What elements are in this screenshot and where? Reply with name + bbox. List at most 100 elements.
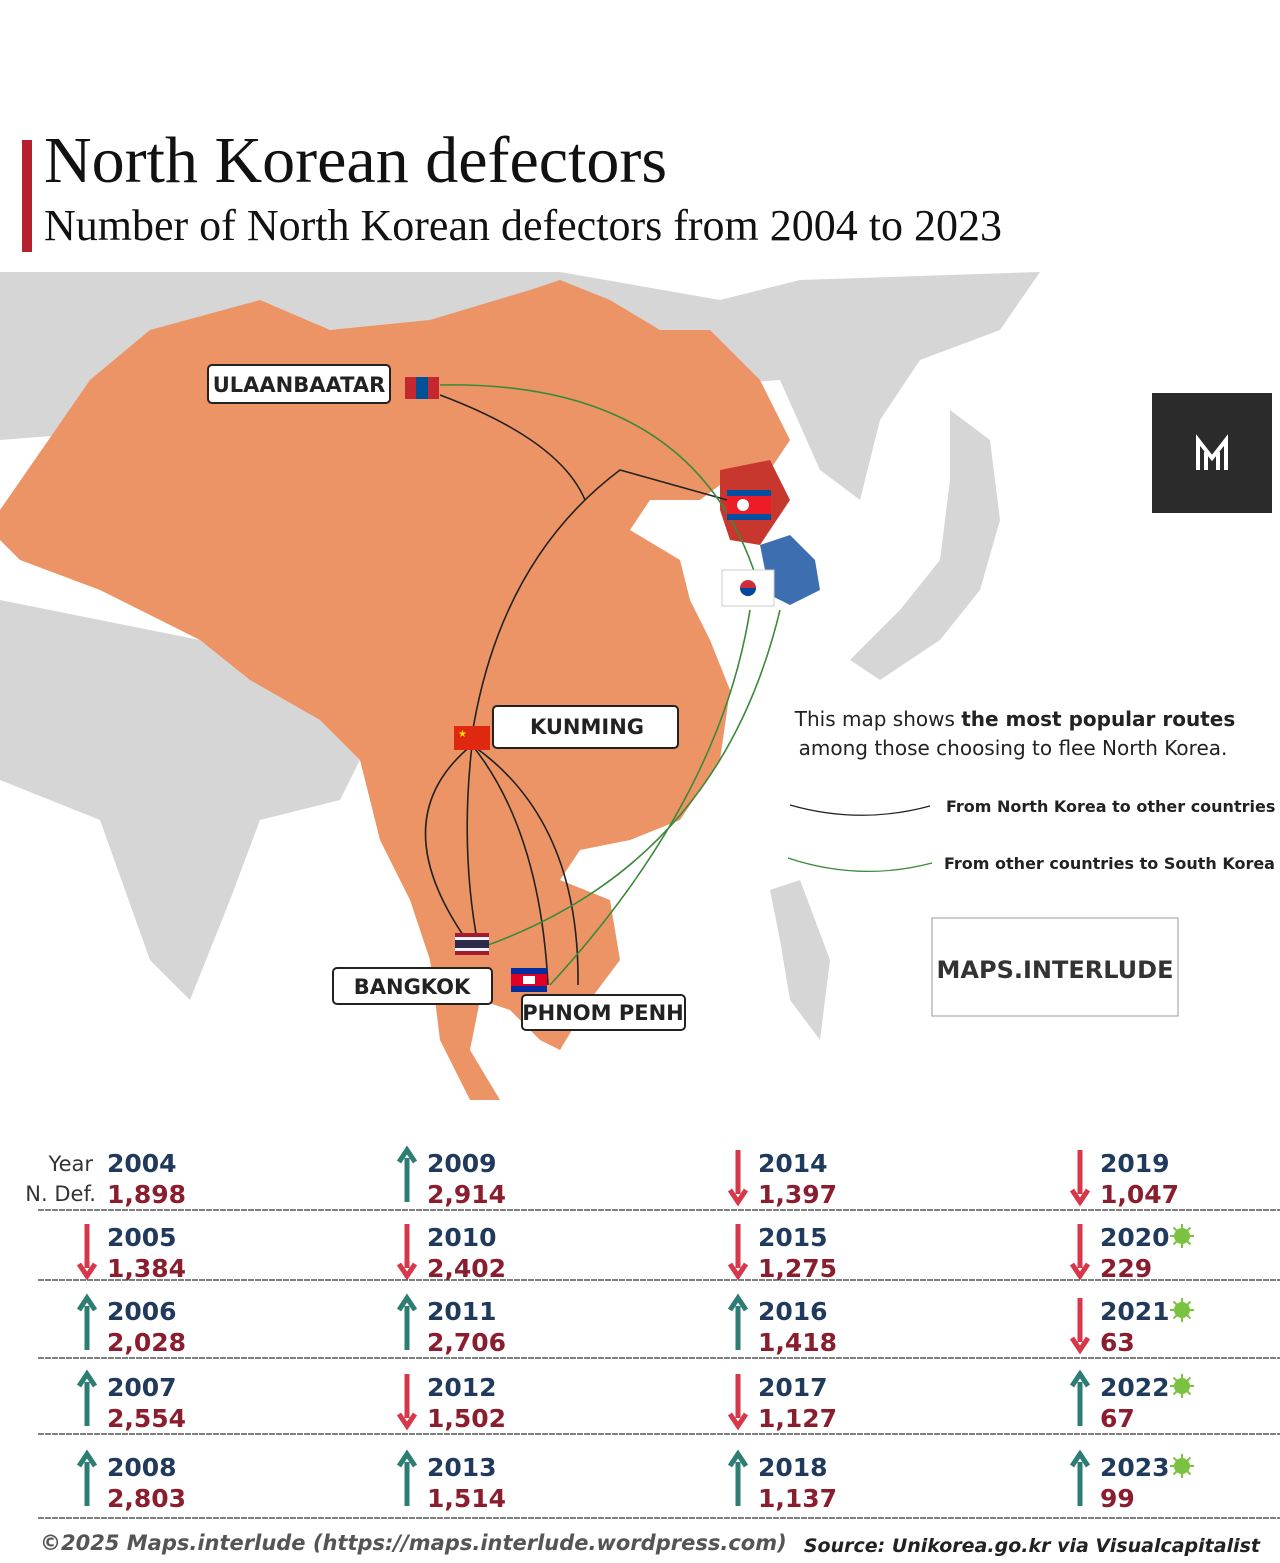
defectors: 1,137 bbox=[758, 1484, 837, 1513]
arrow-down bbox=[396, 1224, 418, 1281]
arrow-up bbox=[396, 1293, 418, 1350]
virus-body bbox=[1174, 1228, 1190, 1244]
south-korea bbox=[760, 535, 820, 605]
year: 2015 bbox=[758, 1223, 828, 1252]
year: 2019 bbox=[1100, 1149, 1170, 1178]
virus-icon bbox=[1170, 1374, 1194, 1398]
year: 2009 bbox=[427, 1149, 497, 1178]
value-header: N. Def. bbox=[25, 1182, 96, 1206]
city-labels: ULAANBAATAR KUNMING BANGKOK PHNOM PENH bbox=[207, 364, 686, 1031]
note-bold: the most popular routes bbox=[961, 707, 1235, 731]
map: ★ ULAANBAATAR KUNMING BANGKOK PHNOM PENH… bbox=[0, 272, 1280, 1106]
defectors: 1,384 bbox=[107, 1254, 186, 1283]
route bbox=[466, 744, 479, 946]
logo-mark bbox=[1196, 434, 1228, 470]
copyright: ©2025 Maps.interlude (https://maps.inter… bbox=[40, 1531, 787, 1555]
defectors: 2,914 bbox=[427, 1180, 506, 1209]
defectors: 1,898 bbox=[107, 1180, 186, 1209]
arrow-down bbox=[727, 1150, 749, 1207]
route bbox=[424, 744, 473, 946]
arrow-down bbox=[76, 1224, 98, 1281]
year: 2010 bbox=[427, 1223, 497, 1252]
route bbox=[487, 609, 781, 946]
map-note: among those choosing to flee North Korea… bbox=[799, 736, 1228, 760]
legend-label: From other countries to South Korea bbox=[944, 854, 1275, 873]
map-note: This map shows the most popular routes bbox=[794, 707, 1235, 731]
virus-icon bbox=[1170, 1454, 1194, 1478]
virus-body bbox=[1174, 1378, 1190, 1394]
label-box bbox=[521, 994, 686, 1031]
defectors: 67 bbox=[1100, 1404, 1135, 1433]
arrow-up bbox=[727, 1293, 749, 1350]
route bbox=[439, 394, 586, 501]
logo bbox=[1152, 393, 1272, 513]
city-label: ULAANBAATAR bbox=[213, 373, 386, 397]
japan bbox=[850, 410, 1000, 680]
virus-body bbox=[1174, 1458, 1190, 1474]
year: 2017 bbox=[758, 1373, 828, 1402]
arrow-down bbox=[727, 1224, 749, 1281]
arrow-down bbox=[396, 1374, 418, 1431]
year-header: Year bbox=[48, 1152, 94, 1176]
arrow-up bbox=[76, 1449, 98, 1506]
defectors: 2,803 bbox=[107, 1484, 186, 1513]
defectors: 1,047 bbox=[1100, 1180, 1179, 1209]
route bbox=[549, 609, 751, 986]
legend-label: From North Korea to other countries bbox=[946, 797, 1275, 816]
label-box bbox=[332, 967, 493, 1005]
defectors: 2,706 bbox=[427, 1328, 506, 1357]
year: 2011 bbox=[427, 1297, 497, 1326]
year: 2005 bbox=[107, 1223, 177, 1252]
year: 2014 bbox=[758, 1149, 828, 1178]
virus-icon bbox=[1170, 1298, 1194, 1322]
arrow-up bbox=[76, 1293, 98, 1350]
flag-china bbox=[454, 726, 490, 750]
arrow-up bbox=[727, 1449, 749, 1506]
city-label: KUNMING bbox=[530, 715, 644, 739]
year: 2006 bbox=[107, 1297, 177, 1326]
source: Source: Unikorea.go.kr via Visualcapital… bbox=[804, 1535, 1261, 1557]
china-region bbox=[0, 280, 790, 1100]
arrow-up bbox=[396, 1145, 418, 1202]
arrow-up bbox=[76, 1369, 98, 1426]
philippines bbox=[770, 880, 830, 1040]
year: 2016 bbox=[758, 1297, 828, 1326]
virus-icon bbox=[1170, 1224, 1194, 1248]
title-bar bbox=[22, 140, 32, 252]
svg-text:★: ★ bbox=[458, 729, 467, 740]
brand-box bbox=[931, 917, 1179, 1017]
year: 2018 bbox=[758, 1453, 828, 1482]
defectors: 229 bbox=[1100, 1254, 1152, 1283]
year: 2022 bbox=[1100, 1373, 1170, 1402]
year: 2007 bbox=[107, 1373, 177, 1402]
label-box bbox=[492, 705, 679, 749]
defectors: 2,402 bbox=[427, 1254, 506, 1283]
year: 2012 bbox=[427, 1373, 497, 1402]
note-text: This map shows bbox=[794, 707, 961, 731]
route bbox=[471, 744, 579, 986]
routes-from-nk bbox=[424, 394, 746, 986]
label-box bbox=[207, 364, 391, 404]
year: 2008 bbox=[107, 1453, 177, 1482]
virus-body bbox=[1174, 1302, 1190, 1318]
route bbox=[471, 744, 549, 986]
defectors: 63 bbox=[1100, 1328, 1135, 1357]
defectors: 1,502 bbox=[427, 1404, 506, 1433]
year: 2023 bbox=[1100, 1453, 1170, 1482]
legend-line bbox=[789, 804, 931, 816]
arrow-up bbox=[1069, 1449, 1091, 1506]
defectors: 1,418 bbox=[758, 1328, 837, 1357]
arrow-down bbox=[1069, 1298, 1091, 1355]
routes-to-sk bbox=[439, 384, 781, 986]
subtitle: Number of North Korean defectors from 20… bbox=[44, 201, 1002, 250]
route bbox=[439, 384, 761, 591]
arrow-down bbox=[727, 1374, 749, 1431]
route bbox=[471, 469, 746, 736]
defectors: 1,275 bbox=[758, 1254, 837, 1283]
defectors: 2,554 bbox=[107, 1404, 186, 1433]
brand: MAPS.INTERLUDE bbox=[937, 956, 1174, 984]
title: North Korean defectors bbox=[44, 124, 667, 197]
defectors: 1,127 bbox=[758, 1404, 837, 1433]
